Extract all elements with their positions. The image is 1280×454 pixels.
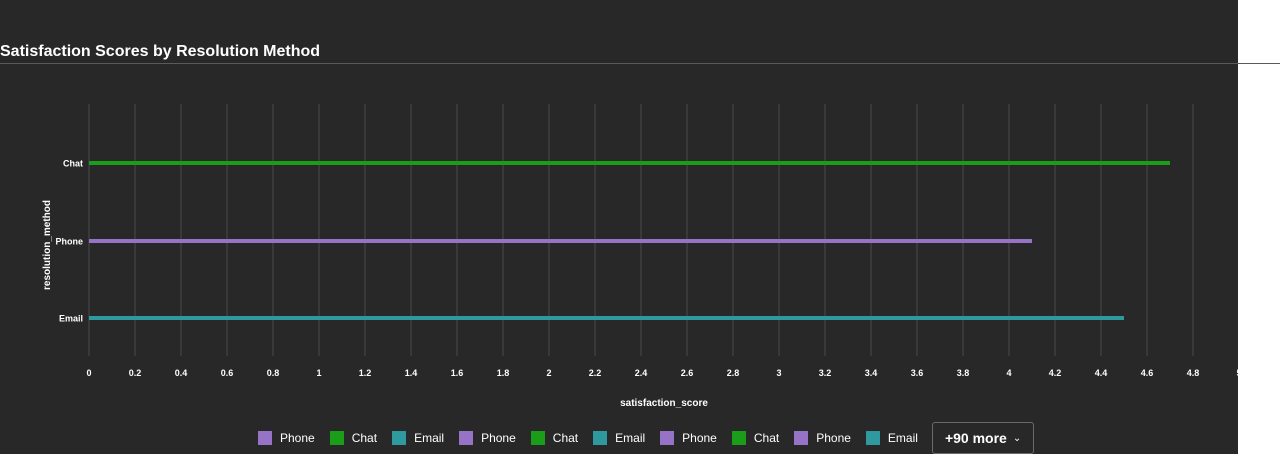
legend-label: Email: [887, 431, 918, 445]
legend-item[interactable]: Email: [392, 431, 444, 445]
bar-chart: Chat Phone Email 0 0.2 0.4 0.6 0.8 1 1.2 1.4 1.6 1.…: [42, 104, 1238, 409]
x-tick-label: 2.6: [681, 368, 694, 378]
legend-swatch: [530, 431, 545, 445]
legend-swatch: [865, 431, 880, 445]
legend-swatch: [731, 431, 746, 445]
legend-item[interactable]: Email: [593, 431, 645, 445]
title-divider: [0, 63, 1280, 64]
x-tick-label: 2.8: [727, 368, 740, 378]
x-tick-label: 5: [1236, 368, 1238, 378]
legend-item[interactable]: Phone: [258, 431, 315, 445]
legend-label: Phone: [280, 431, 315, 445]
legend-swatch: [329, 431, 344, 445]
x-tick-label: 1.4: [405, 368, 418, 378]
x-tick-label: 3.6: [911, 368, 924, 378]
x-tick-label: 1.8: [497, 368, 510, 378]
legend-label: Chat: [753, 431, 780, 445]
bar-email[interactable]: [89, 316, 1124, 320]
legend-item[interactable]: Email: [865, 431, 918, 445]
legend-swatch: [660, 431, 675, 445]
x-tick-label: 2: [546, 368, 551, 378]
legend-swatch: [593, 431, 608, 445]
x-tick-label: 1.6: [451, 368, 464, 378]
legend-item[interactable]: Chat: [731, 431, 780, 445]
legend-item[interactable]: Phone: [794, 431, 851, 445]
legend-item[interactable]: Phone: [459, 431, 516, 445]
y-axis-title: resolution_method: [42, 200, 53, 290]
x-tick-label: 0.2: [129, 368, 142, 378]
x-axis-title: satisfaction_score: [620, 398, 708, 409]
bar-phone[interactable]: [89, 239, 1032, 243]
legend-label: Email: [615, 431, 646, 445]
x-tick-label: 1: [316, 368, 321, 378]
x-tick-label: 0: [86, 368, 91, 378]
y-tick-label: Email: [59, 314, 83, 324]
x-tick-label: 4.4: [1095, 368, 1108, 378]
legend-item[interactable]: Chat: [329, 431, 378, 445]
bar-chat[interactable]: [89, 161, 1170, 165]
grid-lines: [88, 104, 1194, 356]
x-tick-label: 0.8: [267, 368, 280, 378]
y-tick-labels: Chat Phone Email: [55, 159, 83, 324]
legend-label: Email: [414, 431, 445, 445]
x-tick-label: 2.4: [635, 368, 648, 378]
legend-label: Chat: [351, 431, 378, 445]
legend-label: Phone: [481, 431, 516, 445]
x-tick-label: 3: [776, 368, 781, 378]
legend-more-label: +90 more: [944, 430, 1007, 446]
legend-swatch: [258, 431, 272, 445]
y-tick-label: Phone: [55, 237, 83, 247]
x-tick-label: 0.4: [175, 368, 188, 378]
x-tick-label: 2.2: [589, 368, 602, 378]
x-tick-label: 3.8: [957, 368, 970, 378]
legend-item[interactable]: Chat: [530, 431, 579, 445]
x-tick-label: 3.2: [819, 368, 832, 378]
x-tick-label: 4.6: [1141, 368, 1154, 378]
x-tick-label: 4.2: [1049, 368, 1062, 378]
legend-swatch: [459, 431, 474, 445]
legend-swatch: [392, 431, 407, 445]
legend: Phone Chat Email Phone Chat Email Phone Chat Pho…: [258, 422, 1035, 454]
x-tick-label: 3.4: [865, 368, 878, 378]
x-tick-label: 0.6: [221, 368, 234, 378]
x-tick-label: 1.2: [359, 368, 372, 378]
legend-label: Phone: [682, 431, 717, 445]
legend-item[interactable]: Phone: [660, 431, 717, 445]
x-tick-label: 4: [1006, 368, 1011, 378]
legend-more-button[interactable]: +90 more ⌄: [931, 422, 1035, 454]
chevron-down-icon: ⌄: [1012, 432, 1022, 444]
x-tick-label: 4.8: [1187, 368, 1200, 378]
y-tick-label: Chat: [63, 159, 83, 169]
chart-title: Satisfaction Scores by Resolution Method: [0, 43, 321, 60]
legend-label: Chat: [552, 431, 579, 445]
legend-swatch: [794, 431, 809, 445]
bars: [89, 161, 1170, 320]
legend-label: Phone: [816, 431, 851, 445]
x-tick-labels: 0 0.2 0.4 0.6 0.8 1 1.2 1.4 1.6 1.8 2 2.2 2.4 2.6 2.8 3…: [86, 368, 1238, 378]
